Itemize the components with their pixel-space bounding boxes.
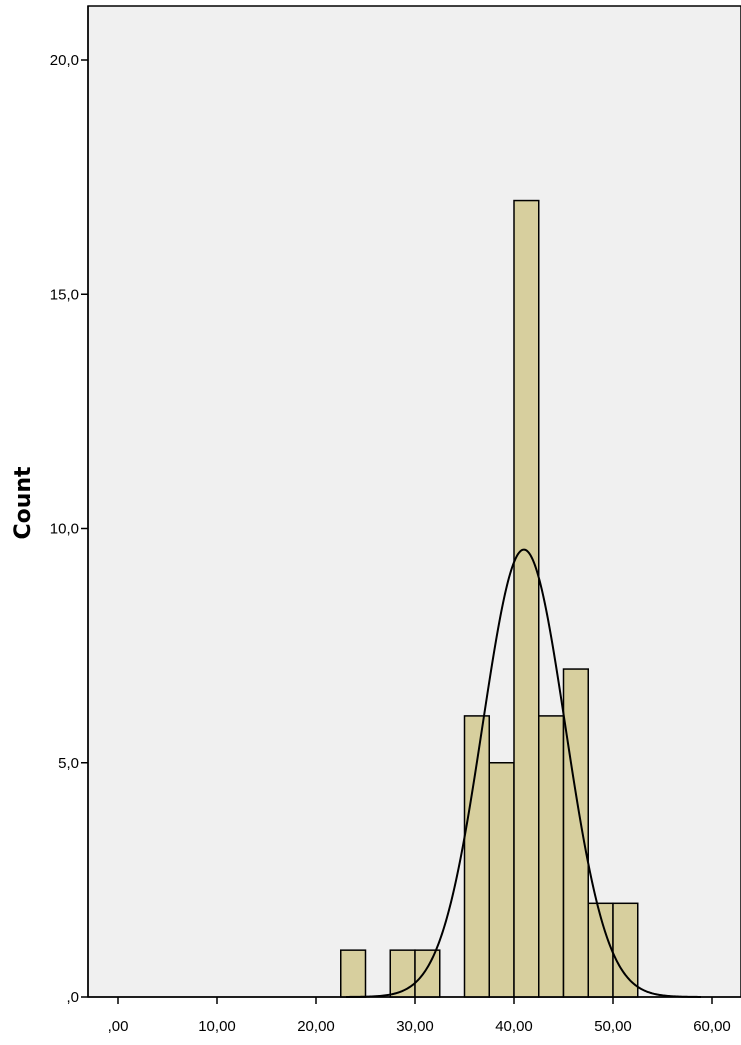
x-tick-label: 20,00 [297, 1018, 335, 1035]
histogram-bar-10 [612, 902, 639, 998]
y-tick-label: 10,0 [50, 521, 79, 538]
y-tick-label: 15,0 [50, 286, 79, 303]
histogram-bar-7 [538, 715, 565, 998]
y-axis-ticks: ,0 5,0 10,0 15,0 20,0 [50, 52, 88, 1006]
y-tick-label: ,0 [66, 989, 79, 1006]
x-tick-label: 30,00 [396, 1018, 434, 1035]
x-tick-label: 10,00 [198, 1018, 236, 1035]
histogram-bar-5 [488, 762, 515, 998]
y-axis-title: Count [11, 466, 36, 540]
plot-background [87, 5, 741, 998]
normal-distribution-curve [345, 548, 701, 998]
x-tick-label: 50,00 [594, 1018, 632, 1035]
histogram-bar-1 [340, 949, 367, 998]
y-tick-label: 20,0 [50, 52, 79, 69]
x-axis-ticks: ,00 10,00 20,00 30,00 40,00 50,00 60,00 [108, 997, 731, 1035]
histogram-bar-6 [513, 199, 540, 998]
x-tick-label: ,00 [108, 1018, 129, 1035]
histogram-bars [340, 199, 639, 998]
histogram-bar-3 [414, 949, 441, 998]
x-tick-label: 60,00 [693, 1018, 731, 1035]
histogram-bar-8 [562, 668, 589, 998]
x-tick-label: 40,00 [495, 1018, 533, 1035]
y-tick-label: 5,0 [58, 755, 79, 772]
